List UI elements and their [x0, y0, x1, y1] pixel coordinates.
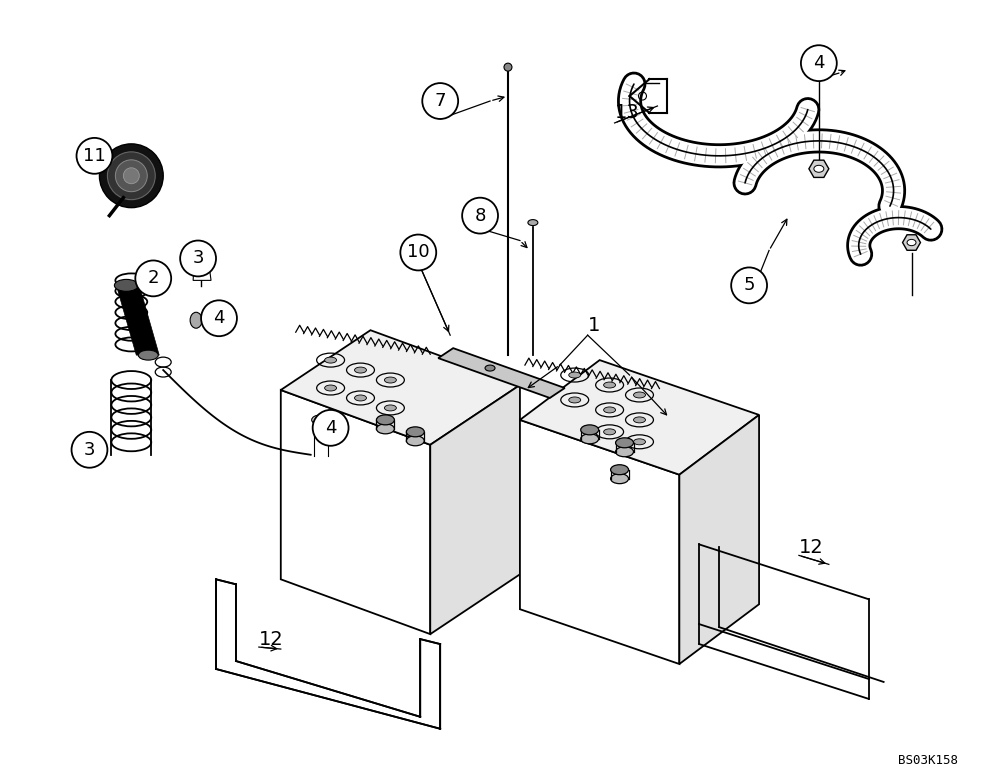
Ellipse shape — [384, 405, 396, 411]
Circle shape — [400, 234, 436, 270]
Ellipse shape — [114, 279, 138, 291]
Ellipse shape — [634, 417, 645, 423]
Circle shape — [115, 160, 147, 192]
Polygon shape — [430, 385, 520, 634]
Text: 7: 7 — [434, 92, 446, 110]
Polygon shape — [216, 580, 440, 729]
Circle shape — [135, 261, 171, 296]
Text: 11: 11 — [83, 147, 106, 165]
Circle shape — [72, 431, 107, 468]
Ellipse shape — [616, 447, 634, 457]
Ellipse shape — [581, 434, 599, 444]
Polygon shape — [281, 390, 430, 634]
Ellipse shape — [634, 392, 645, 398]
Text: 2: 2 — [147, 269, 159, 287]
Ellipse shape — [569, 372, 581, 378]
Ellipse shape — [384, 377, 396, 383]
Ellipse shape — [604, 382, 616, 388]
Text: 12: 12 — [799, 538, 824, 557]
Ellipse shape — [325, 357, 337, 363]
Ellipse shape — [616, 438, 634, 448]
Circle shape — [99, 144, 163, 208]
Circle shape — [180, 241, 216, 276]
Polygon shape — [116, 286, 159, 355]
Text: 3: 3 — [192, 249, 204, 268]
Ellipse shape — [355, 367, 366, 373]
Ellipse shape — [190, 312, 202, 328]
Polygon shape — [193, 265, 211, 280]
Ellipse shape — [325, 385, 337, 391]
Ellipse shape — [406, 436, 424, 445]
Ellipse shape — [611, 473, 629, 483]
Polygon shape — [679, 415, 759, 664]
Ellipse shape — [907, 239, 916, 246]
Ellipse shape — [814, 165, 824, 172]
Circle shape — [731, 268, 767, 303]
Text: 8: 8 — [474, 206, 486, 224]
Ellipse shape — [528, 220, 538, 226]
Ellipse shape — [504, 63, 512, 71]
Ellipse shape — [312, 415, 330, 425]
Ellipse shape — [196, 258, 206, 266]
Polygon shape — [520, 360, 759, 475]
Ellipse shape — [138, 350, 158, 360]
Ellipse shape — [611, 465, 629, 475]
Ellipse shape — [569, 397, 581, 403]
Circle shape — [201, 300, 237, 336]
Circle shape — [313, 410, 349, 445]
Ellipse shape — [314, 419, 328, 437]
Polygon shape — [281, 331, 520, 445]
Text: 4: 4 — [325, 419, 336, 437]
Text: 12: 12 — [259, 629, 284, 649]
Ellipse shape — [604, 429, 616, 435]
Ellipse shape — [406, 427, 424, 437]
Text: 4: 4 — [213, 310, 225, 327]
Ellipse shape — [581, 425, 599, 435]
Ellipse shape — [485, 365, 495, 371]
Ellipse shape — [376, 415, 394, 425]
Ellipse shape — [814, 57, 824, 64]
Text: 13: 13 — [615, 103, 639, 123]
Circle shape — [123, 168, 139, 184]
Ellipse shape — [355, 395, 366, 401]
Circle shape — [77, 138, 112, 174]
Text: 4: 4 — [813, 54, 825, 72]
Ellipse shape — [604, 407, 616, 413]
Circle shape — [801, 45, 837, 81]
Text: BS03K158: BS03K158 — [898, 754, 958, 767]
Circle shape — [107, 152, 155, 199]
Text: 5: 5 — [743, 276, 755, 294]
Ellipse shape — [634, 438, 645, 445]
Ellipse shape — [376, 424, 394, 434]
Circle shape — [462, 198, 498, 234]
Circle shape — [422, 83, 458, 119]
Text: 3: 3 — [84, 441, 95, 459]
Polygon shape — [438, 348, 565, 398]
Text: 10: 10 — [407, 244, 430, 262]
Polygon shape — [520, 420, 679, 664]
Text: 1: 1 — [588, 316, 600, 334]
